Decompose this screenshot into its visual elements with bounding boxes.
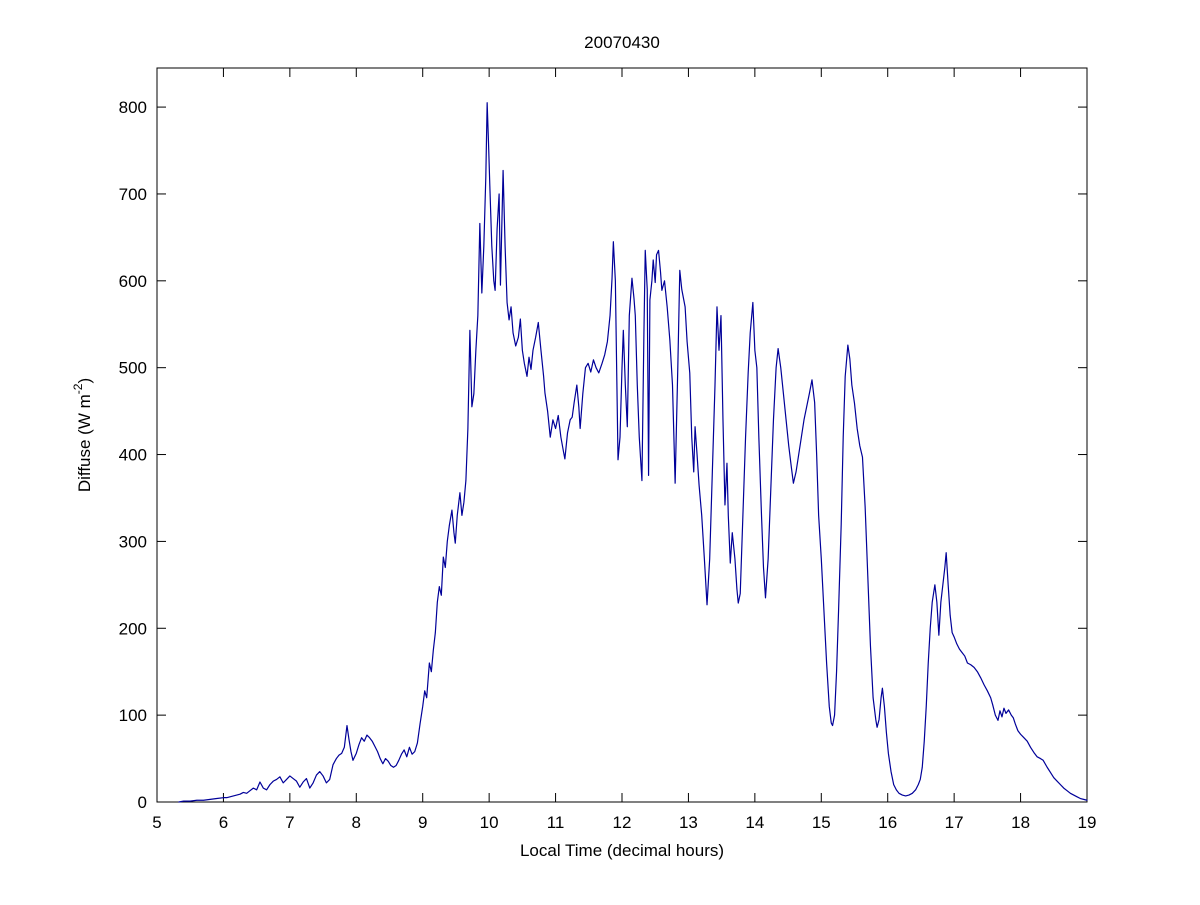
y-axis-label: Diffuse (W m-2) — [71, 378, 94, 492]
x-tick-label: 11 — [547, 813, 565, 832]
x-tick-label: 12 — [613, 813, 632, 832]
y-tick-label: 0 — [138, 793, 147, 812]
chart-title: 20070430 — [584, 33, 660, 52]
x-tick-label: 10 — [480, 813, 499, 832]
x-tick-label: 19 — [1078, 813, 1097, 832]
x-tick-label: 6 — [219, 813, 228, 832]
plot-area — [156, 67, 1088, 803]
x-tick-label: 14 — [745, 813, 764, 832]
y-tick-label: 500 — [119, 359, 147, 378]
x-tick-label: 5 — [152, 813, 161, 832]
axis-ticks — [156, 68, 1088, 803]
x-axis-label: Local Time (decimal hours) — [520, 841, 724, 860]
y-tick-label: 400 — [119, 446, 147, 465]
y-tick-label: 800 — [119, 98, 147, 117]
y-tick-label: 100 — [119, 706, 147, 725]
y-tick-label: 200 — [119, 619, 147, 638]
x-tick-label: 17 — [945, 813, 964, 832]
x-tick-label: 13 — [679, 813, 698, 832]
x-tick-label: 15 — [812, 813, 831, 832]
x-tick-label: 16 — [878, 813, 897, 832]
x-tick-label: 8 — [352, 813, 361, 832]
y-tick-label: 600 — [119, 272, 147, 291]
y-tick-label: 300 — [119, 532, 147, 551]
data-series — [178, 102, 1088, 803]
data-line-diffuse-irradiance — [178, 102, 1088, 803]
x-tick-label: 7 — [285, 813, 294, 832]
axis-tick-labels: 5 6 7 8 9 10 11 12 13 14 15 16 17 18 19 0 100 200 300 400 50… — [119, 98, 1097, 832]
x-tick-label: 9 — [418, 813, 427, 832]
y-tick-label: 700 — [119, 185, 147, 204]
x-tick-label: 18 — [1011, 813, 1030, 832]
